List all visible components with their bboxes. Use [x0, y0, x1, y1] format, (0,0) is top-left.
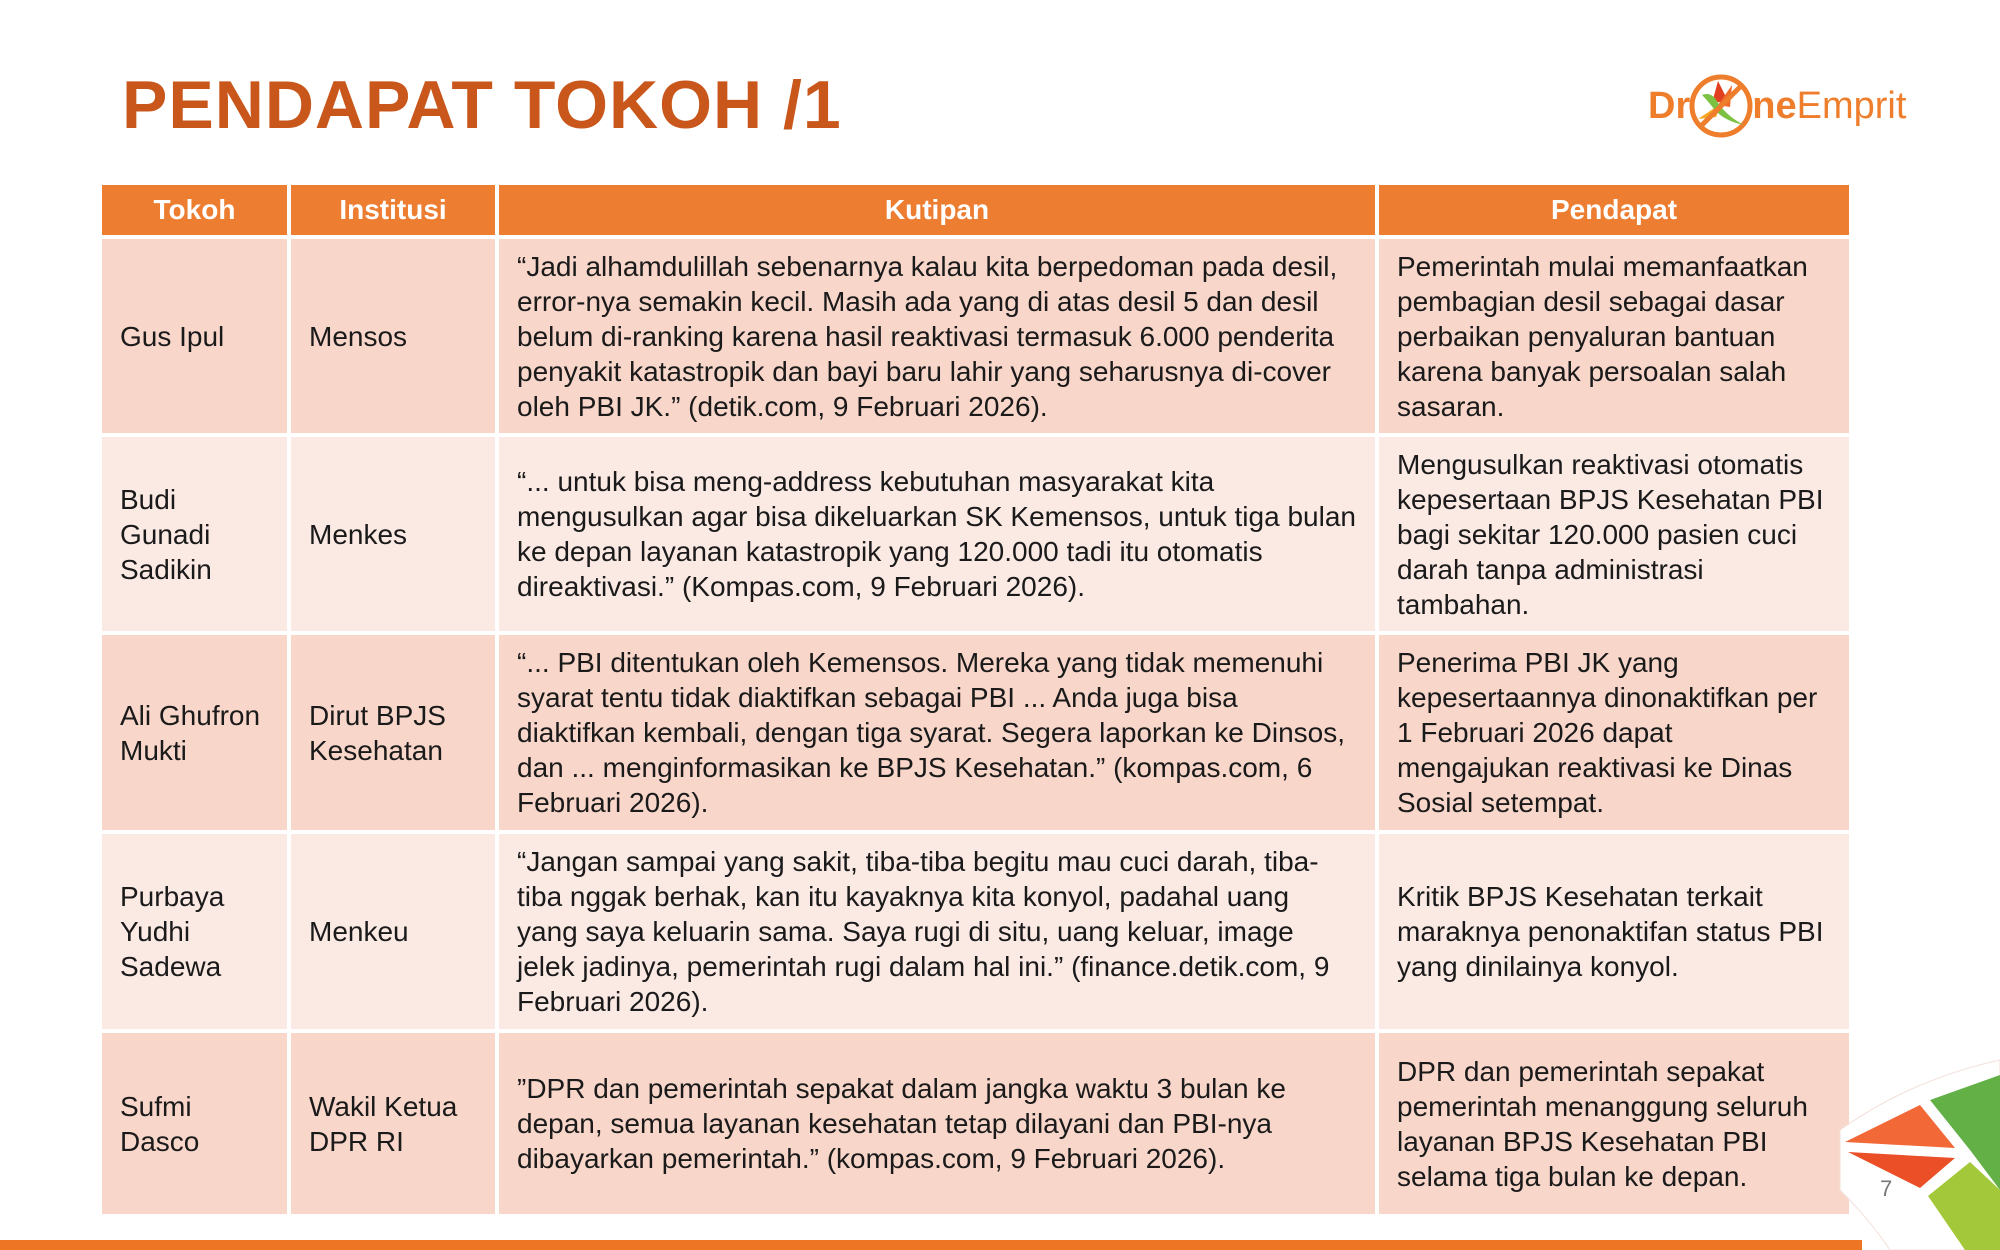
decorative-shape: [1839, 1059, 2000, 1250]
cell-pendapat: Mengusulkan reaktivasi otomatis kepesert…: [1379, 437, 1849, 631]
logo-text: Dr: [1648, 84, 1691, 127]
table-header-row: Tokoh Institusi Kutipan Pendapat: [102, 185, 1849, 235]
footer-bar: [0, 1240, 1862, 1250]
table-row: Purbaya Yudhi Sadewa Menkeu “Jangan samp…: [102, 834, 1849, 1029]
page-number: 7: [1880, 1176, 1893, 1201]
logo-text: ne: [1752, 84, 1797, 127]
cell-tokoh: Sufmi Dasco: [102, 1033, 287, 1214]
cell-tokoh: Budi Gunadi Sadikin: [102, 437, 287, 631]
page-title: PENDAPAT TOKOH /1: [122, 67, 842, 143]
cell-institusi: Wakil Ketua DPR RI: [291, 1033, 495, 1214]
cell-kutipan: ”DPR dan pemerintah sepakat dalam jangka…: [499, 1033, 1375, 1214]
cell-pendapat: Kritik BPJS Kesehatan terkait maraknya p…: [1379, 834, 1849, 1029]
cell-institusi: Menkes: [291, 437, 495, 631]
header-kutipan: Kutipan: [499, 185, 1375, 235]
cell-kutipan: “Jangan sampai yang sakit, tiba-tiba beg…: [499, 834, 1375, 1029]
table-row: Gus Ipul Mensos “Jadi alhamdulillah sebe…: [102, 239, 1849, 433]
logo-text: Emprit: [1796, 84, 1907, 127]
cell-kutipan: “... untuk bisa meng-address kebutuhan m…: [499, 437, 1375, 631]
cell-tokoh: Gus Ipul: [102, 239, 287, 433]
cell-tokoh: Ali Ghufron Mukti: [102, 635, 287, 830]
table-row: Budi Gunadi Sadikin Menkes “... untuk bi…: [102, 437, 1849, 631]
cell-kutipan: “... PBI ditentukan oleh Kemensos. Merek…: [499, 635, 1375, 830]
drone-emprit-logo: Dr ne Emprit: [1648, 70, 1906, 142]
table-row: Ali Ghufron Mukti Dirut BPJS Kesehatan “…: [102, 635, 1849, 830]
bird-logo-icon: [1689, 74, 1753, 138]
cell-institusi: Menkeu: [291, 834, 495, 1029]
cell-pendapat: DPR dan pemerintah sepakat pemerintah me…: [1379, 1033, 1849, 1214]
cell-institusi: Dirut BPJS Kesehatan: [291, 635, 495, 830]
table-row: Sufmi Dasco Wakil Ketua DPR RI ”DPR dan …: [102, 1033, 1849, 1214]
header-tokoh: Tokoh: [102, 185, 287, 235]
cell-pendapat: Penerima PBI JK yang kepesertaannya dino…: [1379, 635, 1849, 830]
header-pendapat: Pendapat: [1379, 185, 1849, 235]
cell-tokoh: Purbaya Yudhi Sadewa: [102, 834, 287, 1029]
cell-institusi: Mensos: [291, 239, 495, 433]
cell-pendapat: Pemerintah mulai memanfaatkan pembagian …: [1379, 239, 1849, 433]
header-institusi: Institusi: [291, 185, 495, 235]
opinion-table: Tokoh Institusi Kutipan Pendapat Gus Ipu…: [98, 181, 1853, 1218]
cell-kutipan: “Jadi alhamdulillah sebenarnya kalau kit…: [499, 239, 1375, 433]
